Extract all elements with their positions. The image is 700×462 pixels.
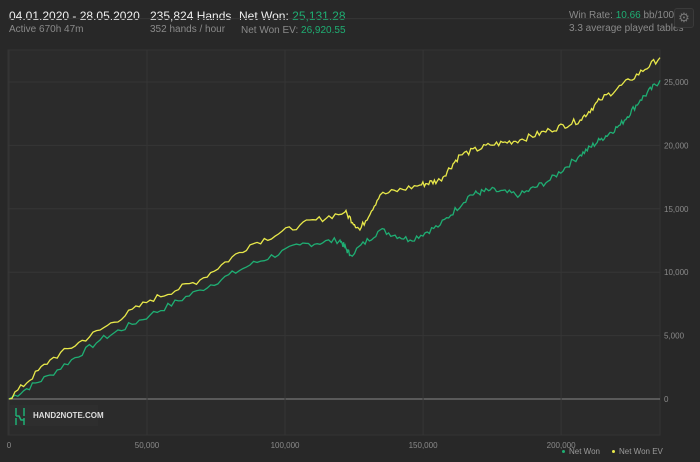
hand2note-logo-icon — [15, 408, 25, 425]
series-line-net-won — [8, 80, 661, 400]
net-won-ev: Net Won EV: 26,920.55 — [239, 25, 346, 36]
x-tick-label: 100,000 — [271, 441, 300, 450]
legend-label: Net Won EV — [619, 447, 663, 456]
win-rate-unit: bb/100 — [640, 10, 675, 21]
net-won-ev-label: Net Won EV: — [241, 25, 302, 36]
legend-dot — [562, 450, 565, 454]
plot-area — [7, 49, 661, 436]
gear-icon[interactable]: ⚙ — [674, 8, 694, 28]
net-won-ev-value: 26,920.55 — [301, 25, 346, 36]
legend-dot — [612, 450, 615, 454]
hands-count: 235,824 Hands — [150, 9, 232, 23]
x-tick-label: 150,000 — [409, 441, 438, 450]
y-tick-label: 0 — [664, 395, 669, 404]
win-rate: Win Rate: 10.66 bb/100 — [569, 10, 674, 21]
y-tick-label: 5,000 — [664, 332, 685, 341]
net-won-label: Net Won: — [239, 9, 293, 23]
win-rate-value: 10.66 — [615, 10, 641, 21]
hands-per-hour: 352 hands / hour — [150, 24, 226, 35]
y-tick-label: 20,000 — [664, 141, 689, 150]
y-tick-label: 25,000 — [664, 78, 689, 87]
legend-net-won[interactable]: Net Won — [562, 447, 600, 456]
date-range: 04.01.2020 - 28.05.2020 — [9, 9, 140, 23]
net-won-value: 25,131.28 — [292, 9, 346, 23]
net-won: Net Won: 25,131.28 — [239, 9, 346, 23]
active-time: Active 670h 47m — [9, 24, 84, 35]
x-tick-label: 200,000 — [547, 441, 576, 450]
legend-net-won-ev[interactable]: Net Won EV — [612, 447, 663, 456]
logo: HAND2NOTE.COM — [10, 405, 104, 426]
avg-tables: 3.3 average played tables — [569, 23, 684, 34]
net-won-block: Net Won: 25,131.28 Net Won EV: 26,920.55 — [239, 9, 346, 36]
x-tick-label: 0 — [7, 441, 12, 450]
legend-label: Net Won — [569, 447, 600, 456]
series-line-net-won-ev — [8, 57, 661, 400]
logo-text: HAND2NOTE.COM — [33, 411, 104, 420]
y-tick-label: 10,000 — [664, 268, 689, 277]
y-tick-label: 15,000 — [664, 205, 689, 214]
win-rate-label: Win Rate: — [569, 10, 616, 21]
x-tick-label: 50,000 — [135, 441, 160, 450]
